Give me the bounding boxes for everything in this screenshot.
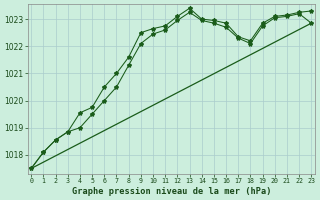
X-axis label: Graphe pression niveau de la mer (hPa): Graphe pression niveau de la mer (hPa) [72, 187, 271, 196]
